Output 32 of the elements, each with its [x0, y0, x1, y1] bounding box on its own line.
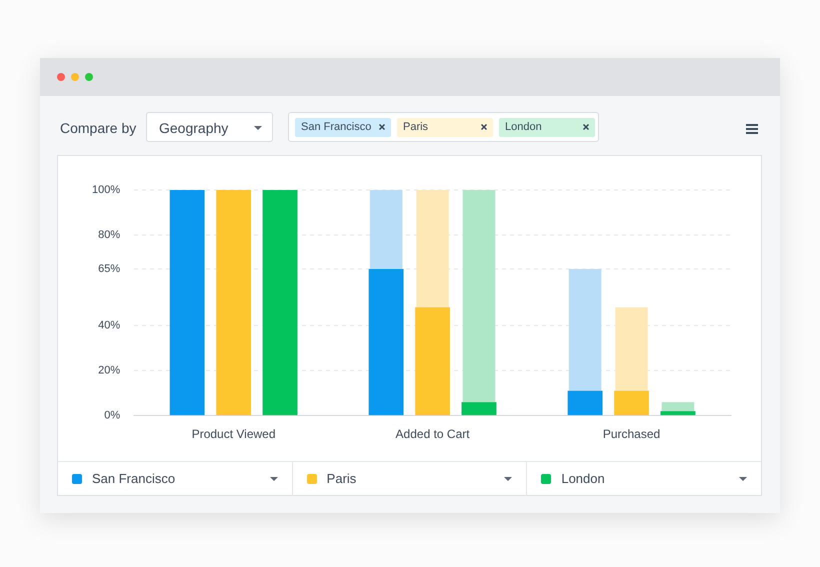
bar: [568, 268, 602, 391]
bar: [262, 190, 298, 416]
bar: [614, 390, 649, 416]
text: Paris: [403, 121, 428, 133]
bar: [216, 190, 252, 416]
bar: [568, 390, 603, 416]
bar: [615, 307, 648, 391]
y-tick-label: 80%: [98, 229, 120, 242]
legend-label: San Francisco: [92, 470, 176, 488]
y-tick-label: 40%: [98, 319, 120, 332]
y-tick-label: 100%: [92, 184, 120, 196]
text: Compare by: [60, 120, 136, 136]
x-tick-label: Added to Cart: [396, 427, 470, 442]
text: Geography: [159, 120, 228, 136]
legend-label: London: [561, 470, 605, 488]
bar: [662, 402, 694, 412]
text: London: [505, 121, 542, 133]
x-tick-label: Product Viewed: [192, 427, 276, 442]
bar: [370, 190, 402, 269]
legend-label: Paris: [326, 470, 356, 488]
bar: [660, 411, 696, 416]
bar: [462, 190, 496, 402]
bar: [415, 307, 450, 416]
y-tick-label: 0%: [104, 410, 120, 422]
x-tick-label: Purchased: [602, 427, 660, 442]
y-tick-label: 20%: [98, 364, 120, 377]
bar: [170, 190, 205, 416]
text: San Francisco: [301, 121, 372, 133]
bar: [462, 402, 496, 416]
y-tick-label: 65%: [98, 262, 120, 275]
bar: [416, 190, 449, 308]
bar: [368, 268, 404, 416]
